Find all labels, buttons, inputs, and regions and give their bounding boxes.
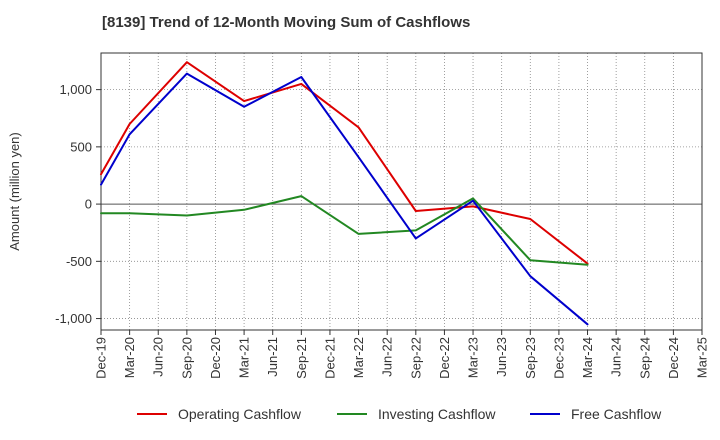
x-tick-label: Mar-25 <box>695 337 710 378</box>
y-tick-label: -1,000 <box>55 311 92 326</box>
series-line-operating-cashflow <box>100 61 589 265</box>
x-tick-label: Dec-24 <box>666 337 681 379</box>
y-tick-label: -500 <box>66 254 92 269</box>
plot-frame <box>100 52 703 331</box>
series-line-free-cashflow <box>100 72 589 326</box>
x-tick-label: Mar-22 <box>351 337 366 378</box>
legend-label: Investing Cashflow <box>378 406 496 422</box>
y-tick-label: 500 <box>70 139 92 154</box>
x-tick-label: Sep-21 <box>294 337 309 379</box>
x-tick-label: Mar-20 <box>122 337 137 378</box>
legend-label: Free Cashflow <box>571 406 662 422</box>
x-tick-label: Mar-21 <box>237 337 252 378</box>
x-tick-label: Dec-19 <box>94 337 109 379</box>
y-tick-label: 0 <box>85 197 92 212</box>
x-tick-label: Jun-22 <box>380 337 395 377</box>
x-tick-label: Mar-24 <box>580 337 595 378</box>
y-axis-title: Amount (million yen) <box>7 132 22 251</box>
x-tick-label: Dec-22 <box>437 337 452 379</box>
x-tick-label: Mar-23 <box>466 337 481 378</box>
x-tick-label: Dec-20 <box>208 337 223 379</box>
legend-label: Operating Cashflow <box>178 406 302 422</box>
x-tick-label: Jun-23 <box>494 337 509 377</box>
x-tick-label: Dec-23 <box>551 337 566 379</box>
x-tick-label: Sep-23 <box>523 337 538 379</box>
x-tick-label: Jun-20 <box>151 337 166 377</box>
x-tick-label: Jun-24 <box>609 337 624 377</box>
chart-title: [8139] Trend of 12-Month Moving Sum of C… <box>102 14 471 31</box>
y-tick-label: 1,000 <box>59 82 92 97</box>
x-tick-label: Sep-20 <box>179 337 194 379</box>
x-tick-label: Jun-21 <box>265 337 280 377</box>
x-tick-label: Sep-22 <box>408 337 423 379</box>
x-tick-label: Dec-21 <box>322 337 337 379</box>
x-tick-label: Sep-24 <box>637 337 652 379</box>
series-line-investing-cashflow <box>100 195 589 266</box>
